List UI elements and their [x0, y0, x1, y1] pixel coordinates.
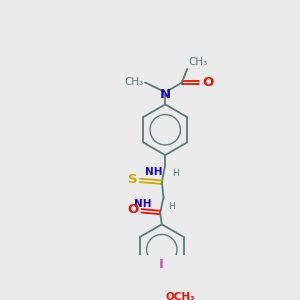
Text: S: S [128, 173, 137, 186]
Text: N: N [160, 88, 171, 101]
Text: O: O [202, 76, 214, 89]
Text: NH: NH [145, 167, 163, 177]
Text: O: O [128, 203, 139, 217]
Text: CH₃: CH₃ [189, 57, 208, 67]
Text: NH: NH [134, 199, 152, 209]
Text: H: H [172, 169, 179, 178]
Text: OCH₃: OCH₃ [165, 292, 195, 300]
Text: I: I [159, 257, 164, 271]
Text: H: H [169, 202, 175, 211]
Text: CH₃: CH₃ [124, 76, 143, 87]
